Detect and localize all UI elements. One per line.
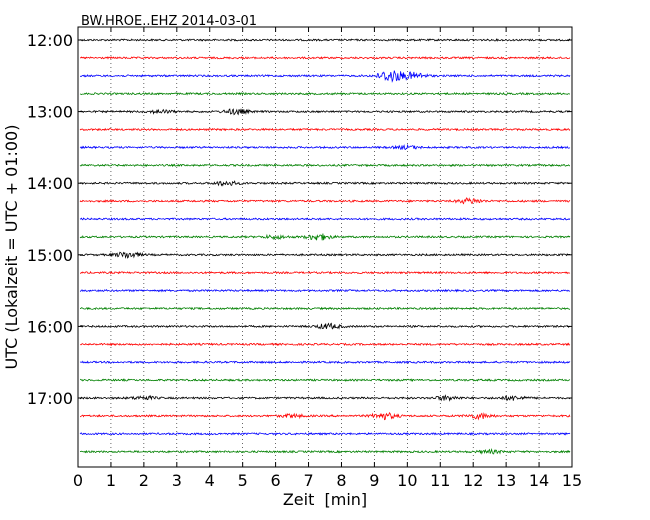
trace-1500 [79,251,571,259]
grid-lines [110,27,540,467]
x-tick-label: 10 [397,471,417,490]
trace-1200 [79,38,571,42]
trace-1530 [79,288,571,293]
x-tick-label: 1 [106,471,116,490]
trace-1615 [79,342,571,347]
x-tick-label: 14 [529,471,549,490]
trace-1545 [79,306,571,311]
y-axis-ticks: 12:00 13:00 14:00 15:00 16:00 17:00 [27,31,572,408]
y-tick-label: 13:00 [27,103,73,122]
trace-1345 [79,163,571,168]
x-tick-label: 2 [139,471,149,490]
trace-1600 [79,322,571,330]
x-tick-label: 13 [496,471,516,490]
trace-1445 [79,233,571,241]
trace-1245 [79,91,571,96]
x-axis-label: Zeit [min] [283,490,367,509]
x-tick-label: 4 [205,471,215,490]
plot-frame [77,26,573,468]
trace-1630 [79,360,571,365]
trace-1745 [79,447,571,455]
x-tick-label: 9 [369,471,379,490]
trace-1645 [79,378,571,383]
trace-1730 [79,431,571,436]
x-tick-label: 15 [562,471,582,490]
y-tick-label: 15:00 [27,246,73,265]
x-tick-label: 6 [271,471,281,490]
trace-1515 [79,270,571,275]
y-axis-label: UTC (Lokalzeit = UTC + 01:00) [2,125,21,370]
x-axis-ticks: 0 1 2 3 4 5 6 7 8 9 10 11 12 13 14 15 [73,27,582,490]
trace-1700 [79,394,571,402]
x-tick-label: 7 [303,471,313,490]
x-tick-label: 12 [463,471,483,490]
plot-area [78,27,572,467]
trace-1315 [79,127,571,132]
trace-1400 [79,180,571,187]
trace-1215 [79,56,571,60]
x-tick-label: 8 [336,471,346,490]
trace-1415 [79,197,571,205]
x-tick-label: 5 [238,471,248,490]
y-tick-label: 14:00 [27,174,73,193]
trace-1430 [79,217,571,221]
trace-1300 [79,108,571,116]
trace-1230 [79,70,571,83]
x-tick-label: 11 [430,471,450,490]
y-tick-label: 16:00 [27,317,73,336]
chart-title: BW.HROE..EHZ 2014-03-01 [81,14,257,29]
trace-1330 [79,143,571,151]
y-tick-label: 17:00 [27,389,73,408]
seismic-traces [79,38,571,455]
trace-1715 [79,412,571,421]
y-tick-label: 12:00 [27,31,73,50]
x-tick-label: 3 [172,471,182,490]
x-tick-label: 0 [73,471,83,490]
